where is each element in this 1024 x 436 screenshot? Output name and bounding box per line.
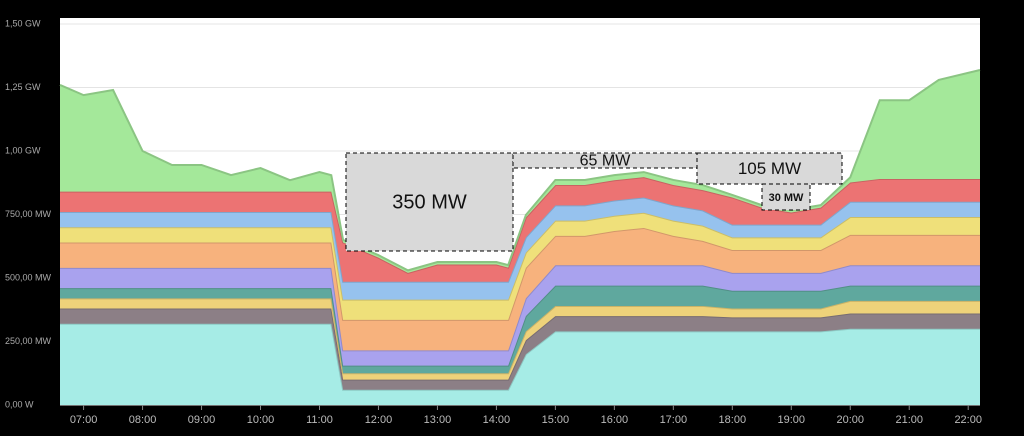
area-fill xyxy=(60,197,980,300)
y-tick-label: 500,00 MW xyxy=(5,272,52,282)
area-fill xyxy=(60,285,980,374)
x-tick-label: 07:00 xyxy=(70,414,98,426)
x-tick-label: 14:00 xyxy=(483,414,511,426)
area-fill xyxy=(60,212,980,320)
annotation: 350 MW xyxy=(392,191,467,213)
annotation: 65 MW xyxy=(580,153,632,170)
area-fill xyxy=(60,323,980,405)
x-tick-label: 12:00 xyxy=(365,414,393,426)
area-fill xyxy=(60,298,980,380)
x-tick-label: 17:00 xyxy=(660,414,688,426)
x-tick-label: 22:00 xyxy=(954,414,982,426)
area-fill xyxy=(60,265,980,366)
x-tick-label: 20:00 xyxy=(836,414,864,426)
x-tick-label: 21:00 xyxy=(895,414,923,426)
y-tick-label: 1,25 GW xyxy=(5,82,41,92)
x-tick-label: 11:00 xyxy=(306,414,333,426)
annotation-box xyxy=(345,152,514,252)
x-tick-label: 19:00 xyxy=(778,414,806,426)
y-tick-label: 0,00 W xyxy=(5,399,34,409)
x-tick-label: 08:00 xyxy=(129,414,157,426)
area-fill xyxy=(60,227,980,351)
annotation: 105 MW xyxy=(738,159,801,178)
x-tick-label: 18:00 xyxy=(719,414,747,426)
x-tick-label: 09:00 xyxy=(188,414,216,426)
y-tick-label: 1,50 GW xyxy=(5,18,41,28)
area-fill xyxy=(60,308,980,390)
annotation-box xyxy=(761,183,811,211)
x-tick-label: 10:00 xyxy=(247,414,275,426)
x-tick-label: 15:00 xyxy=(542,414,570,426)
annotation-box xyxy=(696,152,843,185)
x-tick-label: 16:00 xyxy=(601,414,629,426)
y-tick-label: 250,00 MW xyxy=(5,336,52,346)
area-fill xyxy=(60,177,980,282)
y-tick-label: 1,00 GW xyxy=(5,145,41,155)
annotation: 30 MW xyxy=(769,192,804,204)
x-tick-label: 13:00 xyxy=(424,414,452,426)
y-tick-label: 750,00 MW xyxy=(5,209,52,219)
